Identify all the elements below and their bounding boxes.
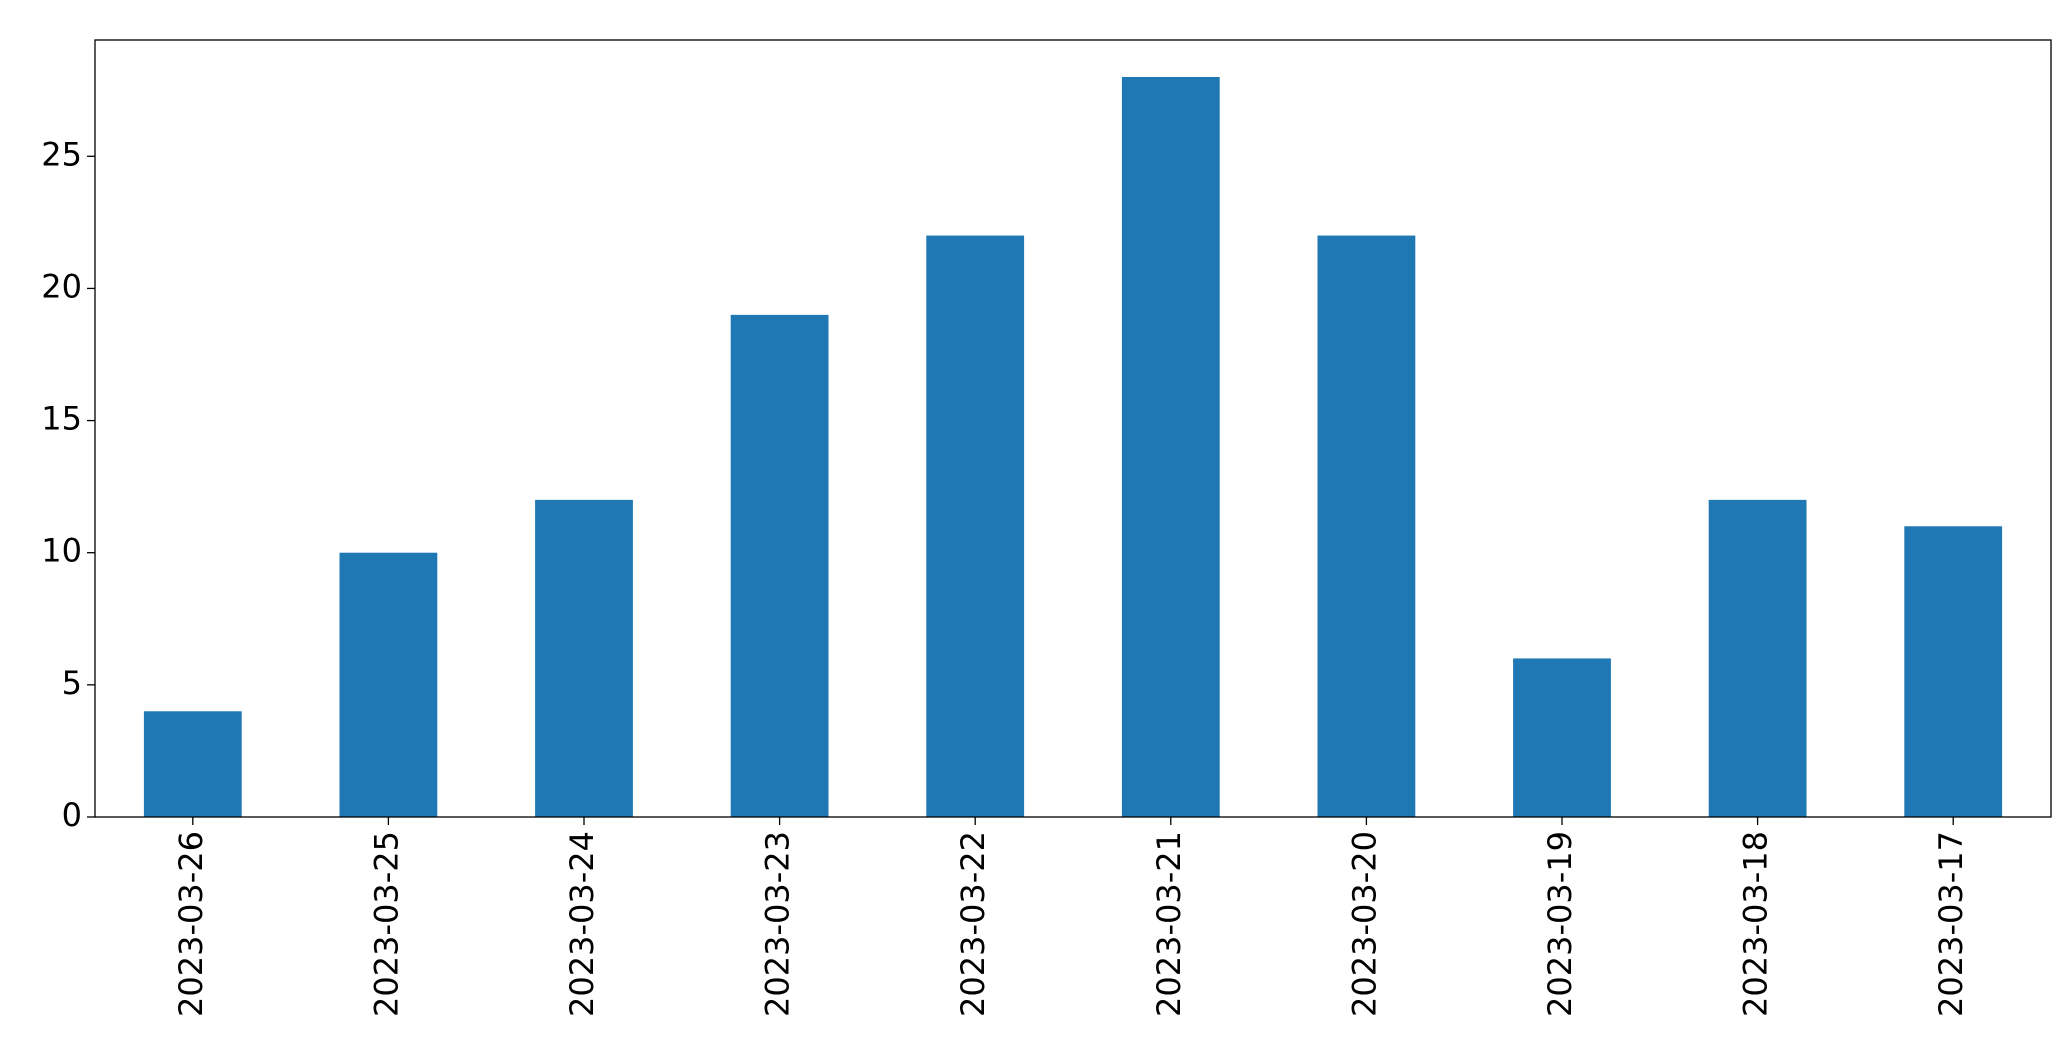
x-tick-label: 2023-03-22: [954, 831, 992, 1017]
bar: [1513, 658, 1611, 817]
bar: [535, 499, 633, 817]
bar: [1708, 499, 1807, 817]
x-tick-label: 2023-03-21: [1150, 831, 1188, 1017]
bar: [730, 314, 829, 817]
y-tick-label: 0: [62, 796, 82, 834]
y-tick-label: 10: [41, 532, 82, 570]
y-tick-label: 25: [41, 135, 82, 173]
plot-frame: [94, 39, 2052, 818]
x-tick-label: 2023-03-17: [1932, 831, 1970, 1017]
bar: [339, 552, 438, 817]
y-tick-label: 5: [62, 664, 82, 702]
bar: [1121, 77, 1220, 817]
x-tick-label: 2023-03-24: [563, 831, 601, 1017]
x-tick-label: 2023-03-25: [367, 831, 405, 1017]
y-tick-label: 20: [41, 267, 82, 305]
x-tick-label: 2023-03-18: [1737, 831, 1775, 1017]
bar: [1904, 526, 2003, 817]
x-tick-label: 2023-03-20: [1345, 831, 1383, 1017]
bar: [1317, 235, 1416, 818]
bar: [143, 711, 242, 817]
x-tick-label: 2023-03-26: [172, 831, 210, 1017]
x-tick-label: 2023-03-19: [1541, 831, 1579, 1017]
y-tick-label: 15: [41, 400, 82, 438]
bar: [926, 235, 1025, 818]
x-tick-label: 2023-03-23: [759, 831, 797, 1017]
